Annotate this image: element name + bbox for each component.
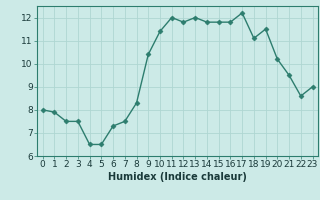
X-axis label: Humidex (Indice chaleur): Humidex (Indice chaleur) (108, 172, 247, 182)
